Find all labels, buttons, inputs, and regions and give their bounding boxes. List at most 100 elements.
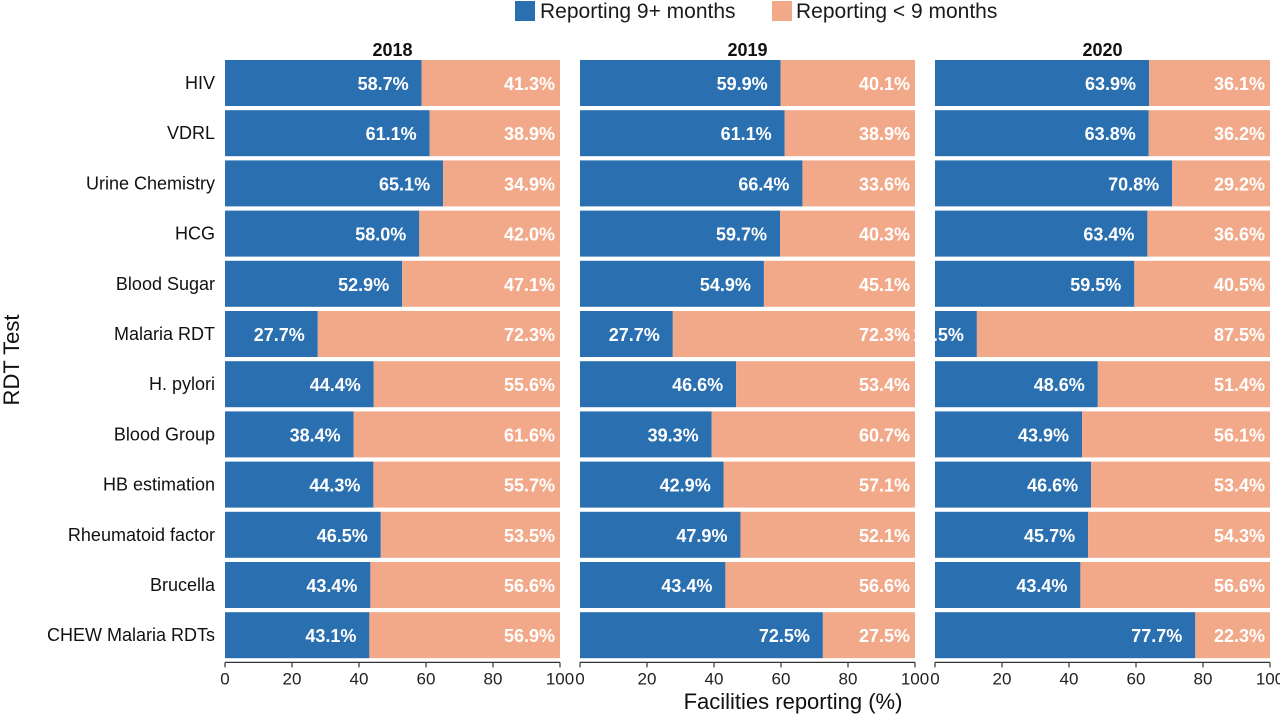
data-label-2018-rheumatoid-factor-series-2: 53.5% (504, 526, 555, 546)
data-label-2019-malaria-rdt-series-1: 27.7% (609, 325, 660, 345)
category-label-vdrl: VDRL (167, 123, 215, 143)
bar-2019-brucella-series-2 (725, 562, 915, 608)
category-label-hiv: HIV (185, 73, 215, 93)
data-label-2018-hb-estimation-series-1: 44.3% (309, 476, 360, 496)
data-label-2019-hcg-series-1: 59.7% (716, 225, 767, 245)
data-label-2020-malaria-rdt-series-2: 87.5% (1214, 325, 1265, 345)
data-label-2018-urine-chemistry-series-2: 34.9% (504, 174, 555, 194)
bar-2019-urine-chemistry-series-2 (802, 160, 915, 207)
x-tick-label-0: 0 (575, 669, 584, 688)
data-label-2020-blood-sugar-series-2: 40.5% (1214, 275, 1265, 295)
x-tick-label-60: 60 (1127, 669, 1146, 688)
bar-2019-vdrl-series-2 (784, 110, 915, 157)
category-label-urine-chemistry: Urine Chemistry (86, 173, 215, 193)
data-label-2019-hiv-series-1: 59.9% (717, 74, 768, 94)
bar-2020-vdrl-series-1 (935, 110, 1149, 157)
bar-2018-blood-group-series-2 (353, 411, 560, 458)
data-label-2020-brucella-series-2: 56.6% (1214, 576, 1265, 596)
x-axis-title: Facilities reporting (%) (684, 689, 903, 714)
bar-2019-h-pylori-series-2 (736, 361, 915, 408)
data-label-2019-chew-malaria-rdts-series-1: 72.5% (759, 626, 810, 646)
bar-2020-chew-malaria-rdts-series-1 (935, 612, 1196, 659)
data-label-2020-hiv-series-1: 63.9% (1085, 74, 1136, 94)
bar-2019-hiv-series-2 (780, 60, 915, 106)
data-label-2018-blood-sugar-series-1: 52.9% (338, 275, 389, 295)
data-label-2019-rheumatoid-factor-series-1: 47.9% (676, 526, 727, 546)
category-label-chew-malaria-rdts: CHEW Malaria RDTs (47, 625, 215, 645)
legend: Reporting 9+ months Reporting < 9 months (515, 0, 997, 23)
data-label-2018-blood-sugar-series-2: 47.1% (504, 275, 555, 295)
category-label-rheumatoid-factor: Rheumatoid factor (68, 525, 215, 545)
x-tick-label-60: 60 (772, 669, 791, 688)
data-label-2018-chew-malaria-rdts-series-2: 56.9% (504, 626, 555, 646)
bar-2020-blood-group-series-1 (935, 411, 1083, 458)
bar-2018-rheumatoid-factor-series-1 (225, 511, 381, 558)
bar-2018-hcg-series-1 (225, 210, 420, 257)
data-label-2020-h-pylori-series-2: 51.4% (1214, 375, 1265, 395)
bar-2019-hcg-series-2 (779, 210, 915, 257)
data-label-2019-brucella-series-1: 43.4% (661, 576, 712, 596)
bar-2018-chew-malaria-rdts-series-2 (369, 612, 560, 659)
data-label-2020-h-pylori-series-1: 48.6% (1034, 375, 1085, 395)
bar-2019-vdrl-series-1 (580, 110, 785, 157)
bar-2020-blood-sugar-series-2 (1134, 260, 1270, 307)
x-tick-label-100: 100 (901, 669, 929, 688)
bar-2019-hiv-series-1 (580, 60, 781, 106)
x-tick-label-60: 60 (417, 669, 436, 688)
x-tick-label-40: 40 (705, 669, 724, 688)
data-label-2018-hcg-series-1: 58.0% (355, 225, 406, 245)
category-label-blood-group: Blood Group (114, 424, 215, 444)
bar-2019-hcg-series-1 (580, 210, 780, 257)
data-label-2018-h-pylori-series-2: 55.6% (504, 375, 555, 395)
bar-2018-blood-sugar-series-2 (402, 260, 560, 307)
x-tick-label-80: 80 (1194, 669, 1213, 688)
bar-2018-malaria-rdt-series-1 (225, 311, 318, 357)
x-tick-label-40: 40 (350, 669, 369, 688)
bar-2020-vdrl-series-2 (1148, 110, 1270, 157)
category-label-malaria-rdt: Malaria RDT (114, 324, 215, 344)
data-label-2018-hcg-series-2: 42.0% (504, 225, 555, 245)
panel-title: 2020 (1082, 40, 1122, 60)
data-label-2019-hb-estimation-series-2: 57.1% (859, 476, 910, 496)
data-label-2019-vdrl-series-1: 61.1% (721, 124, 772, 144)
bar-2019-malaria-rdt-series-2 (672, 311, 915, 357)
bar-2018-brucella-series-2 (370, 562, 560, 608)
bar-2018-urine-chemistry-series-1 (225, 160, 444, 207)
data-label-2018-blood-group-series-1: 38.4% (290, 425, 341, 445)
bar-2019-brucella-series-1 (580, 562, 726, 608)
data-label-2018-urine-chemistry-series-1: 65.1% (379, 174, 430, 194)
data-label-2020-urine-chemistry-series-2: 29.2% (1214, 174, 1265, 194)
bar-2020-hcg-series-1 (935, 210, 1148, 257)
data-label-2019-hcg-series-2: 40.3% (859, 225, 910, 245)
bar-2020-h-pylori-series-1 (935, 361, 1098, 408)
bar-2019-h-pylori-series-1 (580, 361, 737, 408)
data-label-2019-urine-chemistry-series-1: 66.4% (738, 174, 789, 194)
data-label-2018-malaria-rdt-series-1: 27.7% (254, 325, 305, 345)
bar-2020-malaria-rdt-series-2 (976, 311, 1270, 357)
y-axis-title: RDT Test (0, 315, 24, 406)
data-label-2019-chew-malaria-rdts-series-2: 27.5% (859, 626, 910, 646)
bar-2020-rheumatoid-factor-series-1 (935, 511, 1089, 558)
legend-label-series-2: Reporting < 9 months (796, 0, 997, 23)
bar-2020-hcg-series-2 (1147, 210, 1270, 257)
data-label-2019-blood-group-series-1: 39.3% (648, 425, 699, 445)
data-label-2020-brucella-series-1: 43.4% (1016, 576, 1067, 596)
bar-2018-hiv-series-1 (225, 60, 422, 106)
bar-2019-blood-sugar-series-1 (580, 260, 764, 307)
category-label-brucella: Brucella (150, 575, 216, 595)
data-label-2020-rheumatoid-factor-series-2: 54.3% (1214, 526, 1265, 546)
panel-title: 2018 (372, 40, 412, 60)
data-label-2019-hiv-series-2: 40.1% (859, 74, 910, 94)
bar-2019-rheumatoid-factor-series-1 (580, 511, 741, 558)
bar-2019-hb-estimation-series-2 (723, 461, 915, 508)
bar-2020-hb-estimation-series-2 (1091, 461, 1270, 508)
bar-2018-hiv-series-2 (421, 60, 560, 106)
bar-2018-hb-estimation-series-2 (373, 461, 560, 508)
data-label-2020-hcg-series-2: 36.6% (1214, 225, 1265, 245)
bar-2018-chew-malaria-rdts-series-1 (225, 612, 370, 659)
data-label-2020-chew-malaria-rdts-series-1: 77.7% (1131, 626, 1182, 646)
data-label-2019-h-pylori-series-2: 53.4% (859, 375, 910, 395)
bar-2019-chew-malaria-rdts-series-1 (580, 612, 823, 659)
bar-2018-brucella-series-1 (225, 562, 371, 608)
data-label-2020-hcg-series-1: 63.4% (1083, 225, 1134, 245)
